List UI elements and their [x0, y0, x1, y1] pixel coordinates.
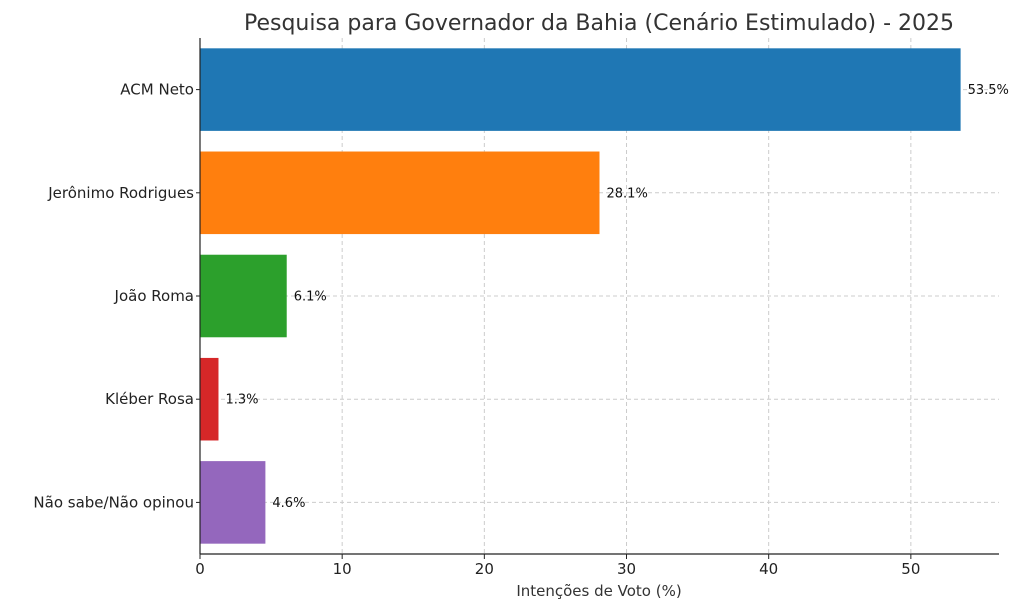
- data-label-4: 4.6%: [272, 496, 305, 511]
- data-label-0: 53.5%: [968, 83, 1009, 98]
- category-label-2: João Roma: [114, 287, 194, 305]
- bars: [200, 48, 961, 544]
- x-tick-label-4: 40: [759, 560, 778, 578]
- data-label-3: 1.3%: [225, 393, 258, 408]
- bar-4: [200, 461, 266, 544]
- bar-0: [200, 48, 961, 131]
- x-tick-label-0: 0: [195, 560, 205, 578]
- bar-3: [200, 357, 219, 441]
- x-tick-label-2: 20: [475, 560, 494, 578]
- bar-1: [200, 151, 600, 235]
- category-label-1: Jerônimo Rodrigues: [47, 184, 194, 202]
- category-label-3: Kléber Rosa: [105, 390, 194, 408]
- x-tick-label-1: 10: [333, 560, 352, 578]
- x-tick-label-3: 30: [617, 560, 636, 578]
- x-axis-label: Intenções de Voto (%): [516, 582, 681, 600]
- axes: [196, 38, 999, 559]
- data-label-1: 28.1%: [607, 186, 648, 201]
- labels: ACM Neto 53.5% Jerônimo Rodrigues 28.1% João…: [33, 81, 1009, 578]
- category-label-4: Não sabe/Não opinou: [33, 493, 194, 511]
- x-tick-label-5: 50: [901, 560, 920, 578]
- bar-2: [200, 254, 287, 338]
- data-label-2: 6.1%: [294, 290, 327, 305]
- category-label-0: ACM Neto: [120, 81, 194, 99]
- chart-title: Pesquisa para Governador da Bahia (Cenár…: [244, 11, 954, 36]
